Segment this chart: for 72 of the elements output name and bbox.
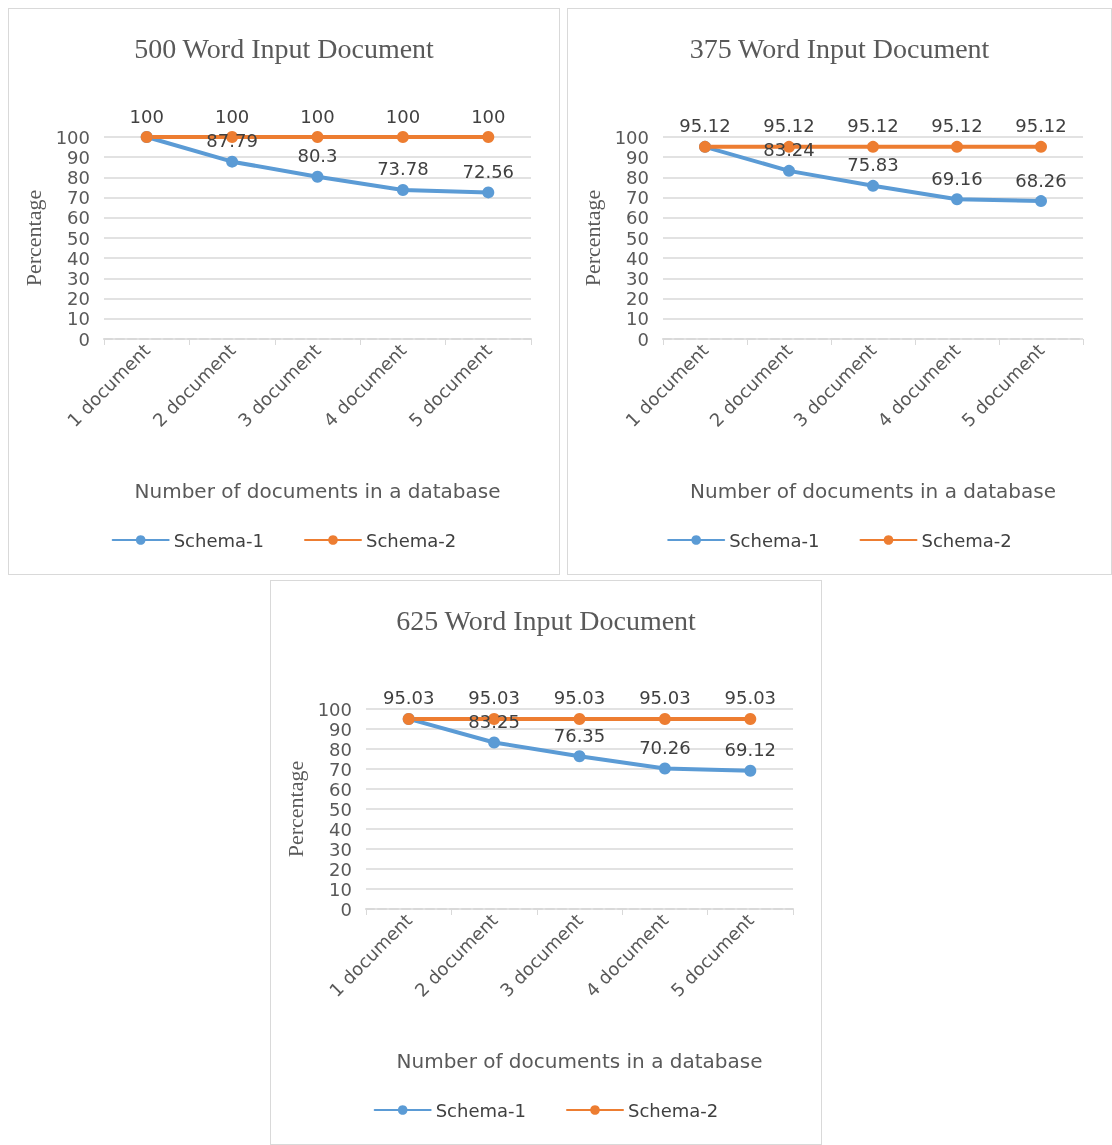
data-label: 80.3 bbox=[297, 145, 338, 167]
data-label: 100 bbox=[129, 105, 164, 127]
x-axis-title: Number of documents in a database bbox=[396, 1049, 763, 1073]
y-tick-label: 100 bbox=[55, 126, 90, 148]
legend-label: Schema-2 bbox=[366, 529, 457, 551]
data-label: 73.78 bbox=[377, 158, 429, 180]
y-tick-label: 60 bbox=[626, 207, 649, 229]
y-tick-label: 50 bbox=[626, 227, 649, 249]
x-axis-title: Number of documents in a database bbox=[134, 479, 501, 503]
x-axis-title: Number of documents in a database bbox=[690, 479, 1056, 503]
y-tick-label: 0 bbox=[340, 898, 352, 920]
y-tick-label: 10 bbox=[626, 308, 649, 330]
y-tick-label: 80 bbox=[329, 738, 352, 760]
data-label: 72.56 bbox=[462, 160, 515, 182]
data-label: 69.16 bbox=[931, 167, 983, 189]
y-tick-label: 80 bbox=[626, 166, 649, 188]
legend-label: Schema-1 bbox=[435, 1099, 527, 1121]
y-tick-label: 60 bbox=[329, 778, 352, 800]
chart-title: 375 Word Input Document bbox=[689, 32, 990, 64]
data-label: 69.12 bbox=[724, 739, 777, 761]
data-label: 95.12 bbox=[1015, 115, 1067, 137]
data-label: 76.35 bbox=[553, 724, 606, 746]
y-tick-label: 30 bbox=[67, 267, 90, 289]
chart-title: 500 Word Input Document bbox=[134, 32, 435, 64]
y-axis-title: Percentage bbox=[580, 189, 606, 287]
data-label: 68.26 bbox=[1015, 169, 1067, 191]
y-tick-label: 60 bbox=[67, 207, 90, 229]
y-tick-label: 70 bbox=[626, 187, 649, 209]
legend-label: Schema-2 bbox=[628, 1099, 719, 1121]
y-tick-label: 70 bbox=[329, 758, 352, 780]
data-label: 95.03 bbox=[639, 687, 691, 709]
y-tick-label: 80 bbox=[67, 166, 90, 188]
legend-label: Schema-1 bbox=[173, 529, 265, 551]
y-tick-label: 30 bbox=[329, 838, 352, 860]
data-label: 95.12 bbox=[763, 115, 815, 137]
data-label: 95.03 bbox=[553, 687, 606, 709]
y-tick-label: 40 bbox=[67, 247, 90, 269]
data-label: 75.83 bbox=[847, 154, 899, 176]
y-tick-label: 50 bbox=[67, 227, 90, 249]
y-tick-label: 0 bbox=[637, 328, 649, 350]
data-label: 95.03 bbox=[468, 687, 520, 709]
y-tick-label: 70 bbox=[67, 187, 90, 209]
chart-title: 625 Word Input Document bbox=[396, 604, 697, 636]
y-tick-label: 10 bbox=[329, 878, 352, 900]
y-tick-label: 50 bbox=[329, 798, 352, 820]
y-tick-label: 40 bbox=[329, 818, 352, 840]
data-label: 100 bbox=[471, 105, 506, 127]
legend-label: Schema-2 bbox=[921, 529, 1012, 551]
y-tick-label: 40 bbox=[626, 247, 649, 269]
y-tick-label: 30 bbox=[626, 267, 649, 289]
y-tick-label: 20 bbox=[329, 858, 352, 880]
y-axis-title: Percentage bbox=[21, 189, 47, 287]
y-tick-label: 90 bbox=[626, 146, 649, 168]
y-tick-label: 100 bbox=[614, 126, 649, 148]
y-tick-label: 90 bbox=[329, 718, 352, 740]
data-label: 95.12 bbox=[931, 115, 983, 137]
y-axis-title: Percentage bbox=[283, 760, 309, 858]
data-label: 100 bbox=[214, 105, 250, 127]
y-tick-label: 90 bbox=[67, 146, 90, 168]
y-tick-label: 20 bbox=[626, 288, 649, 310]
y-tick-label: 100 bbox=[317, 698, 352, 720]
data-label: 95.03 bbox=[382, 687, 435, 709]
data-label: 95.12 bbox=[679, 115, 731, 137]
y-tick-label: 20 bbox=[67, 288, 90, 310]
data-label: 100 bbox=[385, 105, 421, 127]
data-label: 100 bbox=[300, 105, 335, 127]
data-label: 70.26 bbox=[639, 736, 691, 758]
data-label: 95.03 bbox=[724, 687, 777, 709]
data-label: 95.12 bbox=[847, 115, 899, 137]
legend-label: Schema-1 bbox=[729, 529, 820, 551]
y-tick-label: 0 bbox=[78, 328, 90, 350]
y-tick-label: 10 bbox=[67, 308, 90, 330]
